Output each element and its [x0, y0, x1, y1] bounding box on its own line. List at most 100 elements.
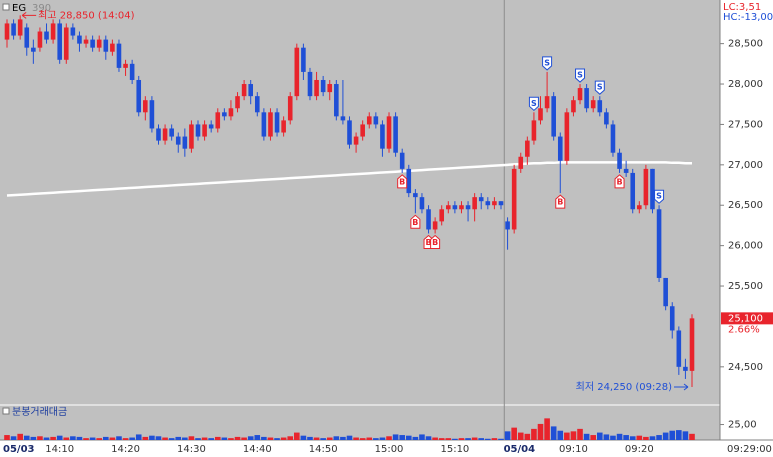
volume-bar — [656, 435, 662, 440]
volume-bar — [689, 433, 695, 440]
volume-bar — [465, 438, 471, 440]
volume-bar — [682, 431, 689, 440]
candle-body — [604, 112, 609, 125]
candle-body — [4, 23, 10, 40]
candle-body — [366, 116, 372, 125]
volume-bar — [544, 418, 550, 440]
volume-bar — [577, 428, 583, 440]
volume-bar — [208, 438, 214, 440]
annotation-arrow — [674, 383, 689, 391]
volume-bar — [616, 433, 623, 440]
candle-body — [590, 100, 596, 109]
candle-body — [426, 209, 431, 230]
icon — [2, 407, 10, 415]
volume-bar — [234, 436, 241, 440]
volume-bar — [313, 437, 320, 440]
candle-body — [228, 108, 234, 117]
candle-body — [143, 100, 148, 113]
candle-body — [248, 84, 254, 97]
candle-body — [182, 136, 188, 149]
volume-bar — [122, 438, 129, 440]
y-tick-label: 26,500 — [728, 200, 763, 211]
volume-bar — [168, 438, 175, 440]
volume-bar — [517, 432, 524, 440]
candle-body — [241, 84, 247, 97]
plot-background — [0, 0, 720, 405]
x-tick-label: 05/04 — [504, 444, 536, 455]
candle-body — [83, 39, 89, 44]
candle-body — [419, 197, 425, 210]
volume-bar — [287, 436, 294, 440]
candle-body — [103, 39, 109, 52]
signal-marker — [654, 189, 665, 204]
candle-body — [307, 71, 313, 97]
volume-bar — [89, 437, 96, 440]
volume-bar — [504, 431, 511, 440]
volume-bar — [676, 430, 682, 440]
volume-bar — [610, 435, 616, 440]
candle-body — [610, 124, 616, 153]
volume-bar — [300, 435, 307, 440]
candle-body — [215, 112, 221, 129]
candle-body — [432, 221, 438, 230]
volume-bar — [56, 435, 63, 440]
chart-title: EG — [12, 3, 26, 14]
volume-bar — [326, 437, 333, 440]
volume-bar — [412, 436, 419, 440]
signal-marker — [430, 234, 441, 250]
current-change-label: 2.66% — [728, 324, 760, 335]
volume-bar — [261, 436, 267, 440]
volume-bar — [274, 438, 280, 440]
candle-body — [136, 79, 142, 113]
y-tick-label: 28,000 — [728, 79, 763, 90]
volume-bar — [392, 434, 399, 440]
volume-bar — [379, 437, 386, 440]
x-tick-label: 14:50 — [309, 444, 338, 455]
candle-body — [77, 35, 82, 44]
candle-body — [129, 63, 135, 80]
volume-bar — [340, 436, 346, 440]
candle-body — [169, 128, 174, 137]
candle-body — [538, 108, 543, 121]
candle-body — [156, 128, 161, 141]
volume-bar — [623, 435, 629, 440]
candle-body — [564, 112, 570, 161]
candle-body — [531, 120, 537, 141]
current-price-label: 25,100 — [728, 313, 763, 324]
signal-label: B — [616, 177, 622, 186]
candle-body — [498, 201, 504, 206]
signal-marker — [614, 174, 625, 189]
signal-label: S — [597, 83, 603, 92]
volume-bar — [425, 436, 432, 440]
candle-body — [202, 124, 207, 137]
candle-body — [478, 197, 484, 202]
candle-body — [268, 112, 273, 137]
signal-marker — [528, 96, 539, 111]
volume-bar — [590, 435, 597, 440]
volume-bar — [10, 436, 17, 440]
candle-body — [24, 27, 30, 48]
volume-bar — [438, 438, 445, 440]
high-annotation: 최고 28,850 (14:04) — [38, 9, 134, 21]
candle-body — [287, 96, 293, 121]
volume-bar — [109, 437, 116, 440]
moving-average — [6, 161, 692, 197]
signal-label: B — [412, 218, 418, 227]
volume-bar — [485, 438, 491, 440]
signal-label: B — [425, 238, 431, 247]
y-tick-label: 27,500 — [728, 119, 763, 130]
volume-bar — [405, 435, 412, 440]
volume-bar — [662, 432, 669, 440]
volume-bar — [537, 423, 544, 440]
signal-label: B — [557, 198, 563, 207]
candle-body — [551, 96, 556, 137]
volume-bar — [43, 437, 50, 440]
volume-bar — [669, 430, 676, 440]
candle-body — [485, 201, 491, 206]
volume-bar — [373, 438, 379, 440]
candle-body — [110, 43, 115, 52]
volume-bar — [346, 435, 353, 440]
x-tick-label: 05/03 — [3, 444, 35, 455]
volume-bar — [432, 437, 438, 440]
